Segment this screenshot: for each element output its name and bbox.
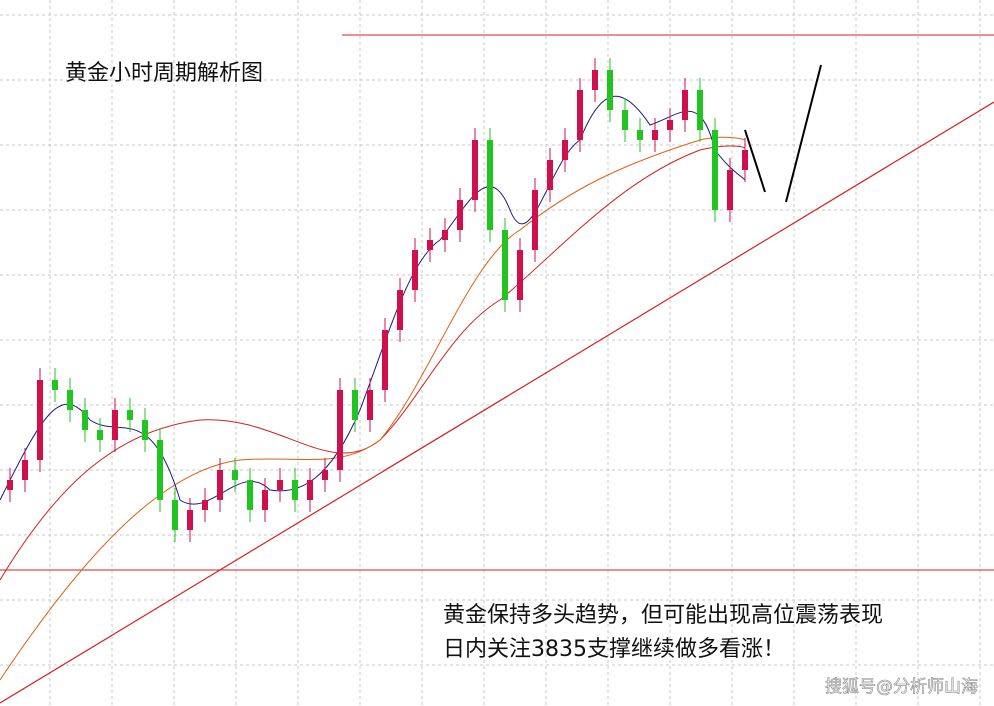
- candle-body: [442, 230, 448, 240]
- candle-body: [592, 70, 598, 90]
- candle-body: [577, 90, 583, 140]
- candle-body: [322, 470, 328, 480]
- candle-body: [67, 390, 73, 410]
- projection-line: [744, 129, 766, 193]
- candle-body: [532, 190, 538, 250]
- candle-body: [517, 250, 523, 300]
- candle-body: [337, 390, 343, 470]
- candle-body: [22, 460, 28, 480]
- candle-body: [187, 510, 193, 530]
- candle-body: [427, 240, 433, 250]
- candle-body: [547, 160, 553, 190]
- candle-body: [472, 140, 478, 200]
- candle-body: [157, 440, 163, 500]
- candle-body: [487, 140, 493, 230]
- candle-body: [202, 500, 208, 510]
- candle-body: [307, 480, 313, 500]
- candle-body: [682, 90, 688, 120]
- chart-title: 黄金小时周期解析图: [65, 61, 263, 86]
- candle-body: [7, 480, 13, 490]
- candle-body: [607, 70, 613, 110]
- candle-body: [217, 470, 223, 500]
- candle-body: [412, 250, 418, 290]
- candle-body: [502, 230, 508, 300]
- annotation: 黄金保持多头趋势，但可能出现高位震荡表现: [443, 603, 883, 628]
- candle-body: [622, 110, 628, 130]
- candle-body: [292, 480, 298, 500]
- moving-average: [0, 145, 746, 581]
- candle-body: [367, 390, 373, 420]
- candle-body: [352, 390, 358, 420]
- candle-body: [727, 170, 733, 210]
- candle-body: [277, 480, 283, 490]
- candle-body: [37, 380, 43, 460]
- candle-body: [382, 330, 388, 390]
- candle-body: [112, 410, 118, 440]
- candle-body: [562, 140, 568, 160]
- candle-body: [127, 410, 133, 420]
- candle-body: [97, 430, 103, 440]
- candle-body: [652, 130, 658, 140]
- candle-body: [262, 490, 268, 510]
- candle-body: [637, 130, 643, 140]
- candle-body: [172, 500, 178, 530]
- candle-body: [742, 150, 748, 170]
- candle-body: [667, 120, 673, 130]
- candles: [7, 58, 748, 542]
- candle-body: [82, 410, 88, 430]
- candle-body: [142, 420, 148, 440]
- annotation: 日内关注3835支撑继续做多看涨！: [443, 637, 785, 662]
- candle-body: [457, 200, 463, 230]
- moving-average: [0, 95, 746, 505]
- candle-body: [397, 290, 403, 330]
- candle-body: [232, 470, 238, 480]
- candle-body: [712, 130, 718, 210]
- trend-line: [0, 101, 994, 704]
- candle-body: [697, 90, 703, 130]
- watermark: 搜狐号@分析师山海: [825, 677, 978, 697]
- candle-body: [52, 380, 58, 390]
- projection-line: [785, 64, 822, 203]
- candle-body: [247, 480, 253, 510]
